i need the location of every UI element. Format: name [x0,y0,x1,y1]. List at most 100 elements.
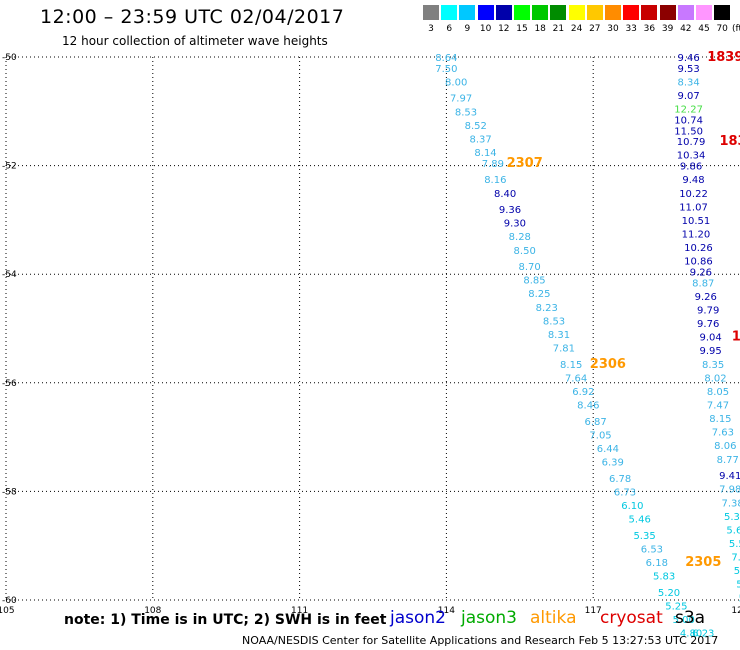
legend-label: 36 [643,24,656,34]
wave-height-point: 7.81 [553,344,575,355]
legend-swatch [641,5,658,20]
legend-label: 18 [534,24,546,34]
wave-height-point: 6.10 [621,501,643,512]
legend-swatch [532,5,549,20]
wave-height-point: 8.31 [548,330,570,341]
wave-height-point: 8.28 [509,232,531,243]
wave-height-point: 10.74 [674,115,703,126]
legend-label: 27 [589,24,601,34]
wave-height-point: 8.53 [543,316,565,327]
chart-subtitle: 12 hour collection of altimeter wave hei… [62,34,328,48]
satellite-jason3: jason3 [461,608,517,628]
wave-height-point: 8.77 [717,455,739,466]
satellite-jason2: jason2 [390,608,446,628]
wave-height-point: 5.46 [629,515,651,526]
wave-height-point: 9.86 [680,162,702,173]
y-tick-label: -52 [2,162,17,172]
wave-height-point: 8.15 [560,360,582,371]
legend-label: 24 [570,24,583,34]
legend-swatch [550,5,567,20]
wave-height-point: 8.40 [494,189,516,200]
x-tick-label: 120 [731,606,740,616]
wave-height-point: 6.53 [641,544,663,555]
legend-swatch [586,5,603,20]
wave-height-point: 9.26 [690,267,712,278]
wave-height-point: 10.34 [677,151,706,162]
wave-height-point: 6.44 [597,444,619,455]
wave-height-point: 7.63 [712,428,734,439]
wave-height-point: 9.04 [700,333,722,344]
wave-height-point: 8.06 [714,441,736,452]
wave-height-point: 6.73 [614,487,636,498]
wave-height-point: 9.76 [697,319,719,330]
y-tick-label: -50 [2,53,17,63]
wave-height-point: 6.78 [609,474,631,485]
wave-height-point: 5.51 [739,593,740,604]
legend-label: 70 [716,24,728,34]
y-tick-label: -58 [2,487,17,497]
legend-label: 10 [479,24,492,34]
wave-height-point: 8.85 [523,276,545,287]
legend-swatch [495,5,512,20]
legend-swatch [459,5,476,20]
wave-height-point: 9.30 [504,219,526,230]
legend-unit: (ft) [732,24,740,34]
satellite-altika: altika [530,608,577,628]
wave-height-point: 9.07 [677,91,699,102]
wave-height-point: 6.87 [585,417,607,428]
wave-height-point: 6.23 [692,629,714,640]
pass-time-label: 1839 [719,134,740,149]
axes [5,56,740,601]
wave-height-point: 7.47 [707,401,729,412]
wave-height-point: 5.83 [653,572,675,583]
wave-height-point: 6.39 [602,458,624,469]
legend-label: 39 [661,24,674,34]
wave-height-point: 10.26 [684,243,713,254]
legend-swatch [623,5,640,20]
legend-label: 30 [607,24,619,34]
wave-height-point: 8.37 [470,134,492,145]
wave-height-point: 7.38 [722,498,740,509]
wave-height-point: 9.79 [697,305,719,316]
wave-height-point: 6.92 [572,387,594,398]
wave-height-point: 8.52 [465,121,487,132]
wave-height-point: 10.79 [677,137,706,148]
y-tick-label: -60 [2,596,17,606]
wave-height-point: 8.02 [704,373,726,384]
wave-height-point: 8.23 [536,303,558,314]
data-labels: 8.647.50 8.00 7.97 8.53 8.52 8.37 8.147.89 8.16… [435,50,740,640]
wave-height-point: 6.18 [646,558,668,569]
tick-labels: 105 108 111 114 117 120 -50 -52 -54 -56 -58 -60 [0,53,740,616]
wave-height-point: 8.87 [692,278,714,289]
x-tick-label: 105 [0,606,15,616]
legend-label: 15 [516,24,528,34]
legend-swatch [514,5,530,20]
legend-label: 6 [446,24,453,34]
legend-label: 12 [498,24,510,34]
wave-height-point: 8.50 [514,246,536,257]
wave-height-point: 8.16 [484,175,506,186]
wave-height-point: 8.34 [677,77,699,88]
legend-swatch [441,5,458,20]
satellite-s3a: s3a [675,608,706,628]
wave-height-point: 8.25 [528,289,550,300]
wave-height-point: 10.51 [682,216,711,227]
footer-note: note: 1) Time is in UTC; 2) SWH is in fe… [64,612,387,628]
wave-height-point: 11.07 [679,202,708,213]
wave-height-point: 9.95 [700,346,722,357]
x-tick-label: 114 [438,606,455,616]
wave-height-point: 11.50 [674,126,703,137]
legend-swatch [605,5,621,20]
grid [6,57,740,600]
pass-time-label: 2307 [507,156,543,171]
legend-swatch [677,5,694,20]
legend-swatch [568,5,585,20]
wave-height-point: 5.51 [729,539,740,550]
legend-swatch [423,5,439,20]
x-tick-label: 117 [585,606,602,616]
wave-height-point: 5.25 [665,601,687,612]
wave-height-point: 7.05 [589,430,611,441]
wave-height-point: 5.64 [726,525,740,536]
wave-height-point: 5.59 [734,566,740,577]
